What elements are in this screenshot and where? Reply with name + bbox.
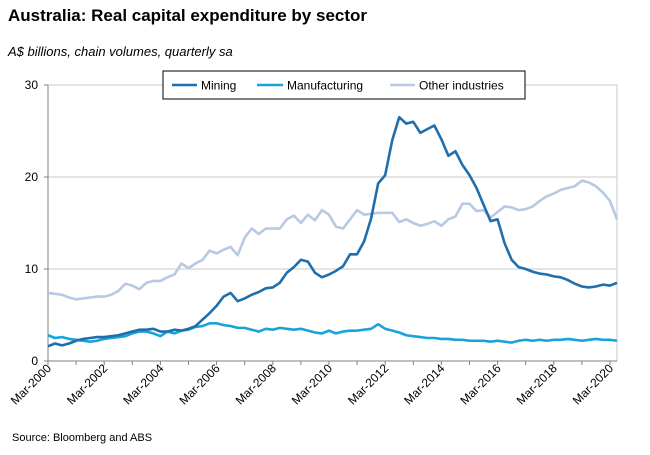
series-line-mining bbox=[47, 115, 618, 348]
x-tick-label: Mar-2010 bbox=[289, 361, 335, 407]
y-tick-label: 10 bbox=[25, 262, 39, 276]
x-tick-label: Mar-2002 bbox=[64, 361, 110, 407]
series-line-other-industries bbox=[47, 179, 619, 301]
series-line-manufacturing bbox=[47, 321, 618, 344]
x-tick-label: Mar-2006 bbox=[176, 361, 222, 407]
x-tick-label: Mar-2012 bbox=[345, 361, 391, 407]
legend-label: Mining bbox=[201, 79, 236, 93]
legend-label: Other industries bbox=[419, 79, 504, 93]
source-note: Source: Bloomberg and ABS bbox=[12, 432, 153, 444]
legend-box bbox=[162, 70, 526, 100]
y-tick-label: 20 bbox=[25, 170, 39, 184]
chart-title: Australia: Real capital expenditure by s… bbox=[8, 6, 368, 25]
legend: Mining Manufacturing Other industries bbox=[162, 70, 526, 100]
x-tick-label: Mar-2016 bbox=[457, 361, 503, 407]
chart-subtitle: A$ billions, chain volumes, quarterly sa bbox=[8, 44, 233, 59]
x-tick-label: Mar-2020 bbox=[570, 361, 616, 407]
legend-label: Manufacturing bbox=[287, 79, 363, 93]
x-tick-label: Mar-2018 bbox=[514, 361, 560, 407]
x-tick-label: Mar-2008 bbox=[233, 361, 279, 407]
y-tick-label: 0 bbox=[31, 354, 38, 368]
series-lines bbox=[47, 115, 619, 348]
y-tick-label: 30 bbox=[25, 78, 39, 92]
x-tick-label: Mar-2014 bbox=[401, 361, 447, 407]
x-tick-label: Mar-2004 bbox=[120, 361, 166, 407]
